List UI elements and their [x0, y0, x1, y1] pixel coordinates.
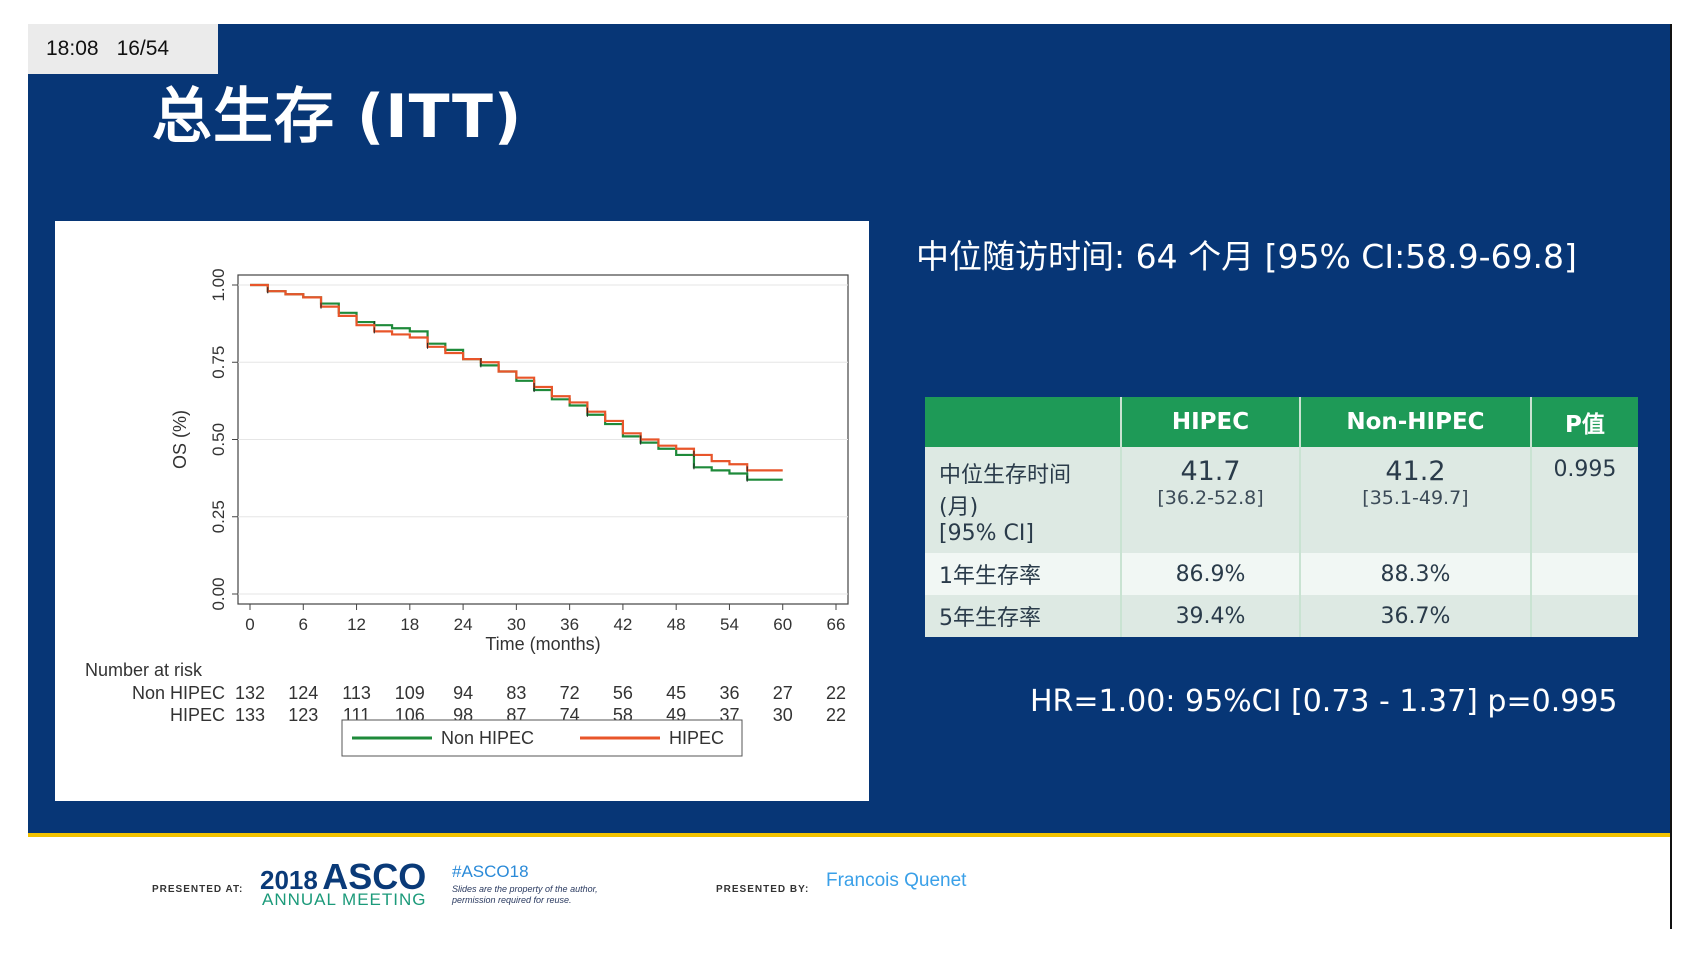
- y-tick-label: 0.75: [209, 346, 228, 379]
- p-blank: [1530, 595, 1638, 637]
- risk-row-label: Non HIPEC: [132, 683, 225, 703]
- km-curve-hipec: [250, 283, 783, 472]
- table-header-row: HIPEC Non-HIPEC P值: [925, 397, 1638, 447]
- asco-logo: 2018 ASCO ANNUAL MEETING: [260, 856, 427, 909]
- risk-value: 30: [773, 705, 793, 725]
- edge-line: [1670, 24, 1672, 929]
- clock-time: 18:08: [46, 37, 99, 60]
- plot-area: 0.00 0.25 0.50 0.75 1.00 0 6 12 18 24 30 36 42 48 54 60…: [85, 268, 849, 757]
- x-tick-label: 66: [827, 615, 846, 634]
- risk-value: 109: [395, 683, 425, 703]
- presenter-name: Francois Quenet: [826, 870, 967, 891]
- row-label: 中位生存时间 (月) [95% CI]: [925, 447, 1122, 553]
- legend-label-non-hipec: Non HIPEC: [441, 728, 534, 748]
- asco-subtitle: ANNUAL MEETING: [262, 890, 427, 909]
- risk-value: 45: [666, 683, 686, 703]
- risk-value: 123: [288, 705, 318, 725]
- risk-value: 72: [560, 683, 580, 703]
- footer-divider: [28, 833, 1670, 837]
- time-indicator: 18:08 16/54: [28, 24, 218, 74]
- hipec-ci: [36.2-52.8]: [1157, 487, 1264, 509]
- risk-value: 22: [826, 683, 846, 703]
- non-hipec-median: 41.2: [1385, 456, 1446, 487]
- presented-at-label: PRESENTED AT:: [152, 884, 244, 895]
- y-tick-label: 0.50: [209, 423, 228, 456]
- x-tick-label: 60: [773, 615, 792, 634]
- row-label: 5年生存率: [925, 595, 1122, 637]
- risk-value: 56: [613, 683, 633, 703]
- slides-note: Slides are the property of the author, p…: [452, 884, 598, 905]
- header-hipec: HIPEC: [1121, 397, 1302, 447]
- row-label-line3: [95% CI]: [939, 521, 1034, 546]
- header-p-value: P值: [1530, 397, 1638, 447]
- header-blank: [925, 397, 1122, 447]
- row-label: 1年生存率: [925, 553, 1122, 595]
- y-tick-label: 0.25: [209, 500, 228, 533]
- risk-row-label: HIPEC: [170, 705, 225, 725]
- hashtag: #ASCO18: [452, 862, 529, 881]
- row-label-line1: 中位生存时间: [939, 463, 1072, 488]
- p-value: 0.995: [1530, 447, 1638, 553]
- hazard-ratio: HR=1.00: 95%CI [0.73 - 1.37] p=0.995: [1030, 684, 1618, 719]
- x-tick-label: 36: [560, 615, 579, 634]
- page-counter: 16/54: [116, 37, 170, 60]
- non-hipec-5yr: 36.7%: [1300, 595, 1532, 637]
- table-row: 中位生存时间 (月) [95% CI] 41.7 [36.2-52.8] 41.…: [925, 447, 1638, 553]
- x-tick-label: 48: [667, 615, 686, 634]
- x-tick-label: 54: [720, 615, 739, 634]
- non-hipec-1yr: 88.3%: [1300, 553, 1532, 595]
- x-tick-label: 6: [299, 615, 308, 634]
- non-hipec-median-cell: 41.2 [35.1-49.7]: [1300, 447, 1532, 553]
- risk-value: 133: [235, 705, 265, 725]
- x-axis-label: Time (months): [485, 634, 600, 654]
- risk-value: 27: [773, 683, 793, 703]
- y-tick-label: 1.00: [209, 268, 228, 301]
- table-row: 5年生存率 39.4% 36.7%: [925, 595, 1638, 637]
- row-label-line2: (月): [939, 495, 979, 520]
- hipec-1yr: 86.9%: [1121, 553, 1302, 595]
- risk-value: 113: [342, 683, 371, 703]
- p-blank: [1530, 553, 1638, 595]
- asco-name: ASCO: [322, 856, 427, 897]
- survival-table: HIPEC Non-HIPEC P值 中位生存时间 (月) [95% CI] 4…: [925, 397, 1638, 637]
- risk-value: 22: [826, 705, 846, 725]
- header-non-hipec: Non-HIPEC: [1300, 397, 1532, 447]
- x-tick-label: 30: [507, 615, 526, 634]
- x-tick-label: 18: [400, 615, 419, 634]
- slide-title: 总生存 (ITT): [152, 82, 523, 152]
- risk-value: 83: [506, 683, 526, 703]
- risk-table-title: Number at risk: [85, 660, 203, 680]
- y-tick-label: 0.00: [209, 577, 228, 610]
- x-tick-label: 0: [245, 615, 254, 634]
- hipec-median: 41.7: [1180, 456, 1241, 487]
- median-followup: 中位随访时间: 64 个月 [95% CI:58.9-69.8]: [916, 237, 1577, 276]
- y-axis-label: OS (%): [170, 410, 190, 469]
- risk-value: 124: [288, 683, 318, 703]
- hipec-5yr: 39.4%: [1121, 595, 1302, 637]
- risk-value: 94: [453, 683, 473, 703]
- x-tick-label: 12: [347, 615, 366, 634]
- asco-year: 2018: [260, 865, 318, 895]
- presented-by-label: PRESENTED BY:: [716, 884, 810, 895]
- x-tick-label: 42: [613, 615, 632, 634]
- legend-label-hipec: HIPEC: [669, 728, 724, 748]
- non-hipec-ci: [35.1-49.7]: [1362, 487, 1469, 509]
- x-tick-label: 24: [454, 615, 473, 634]
- risk-value: 36: [719, 683, 739, 703]
- risk-value: 132: [235, 683, 265, 703]
- table-row: 1年生存率 86.9% 88.3%: [925, 553, 1638, 595]
- km-chart: 0.00 0.25 0.50 0.75 1.00 0 6 12 18 24 30 36 42 48 54 60…: [85, 268, 849, 757]
- hipec-median-cell: 41.7 [36.2-52.8]: [1121, 447, 1302, 553]
- km-chart-panel: 0.00 0.25 0.50 0.75 1.00 0 6 12 18 24 30 36 42 48 54 60…: [55, 221, 869, 801]
